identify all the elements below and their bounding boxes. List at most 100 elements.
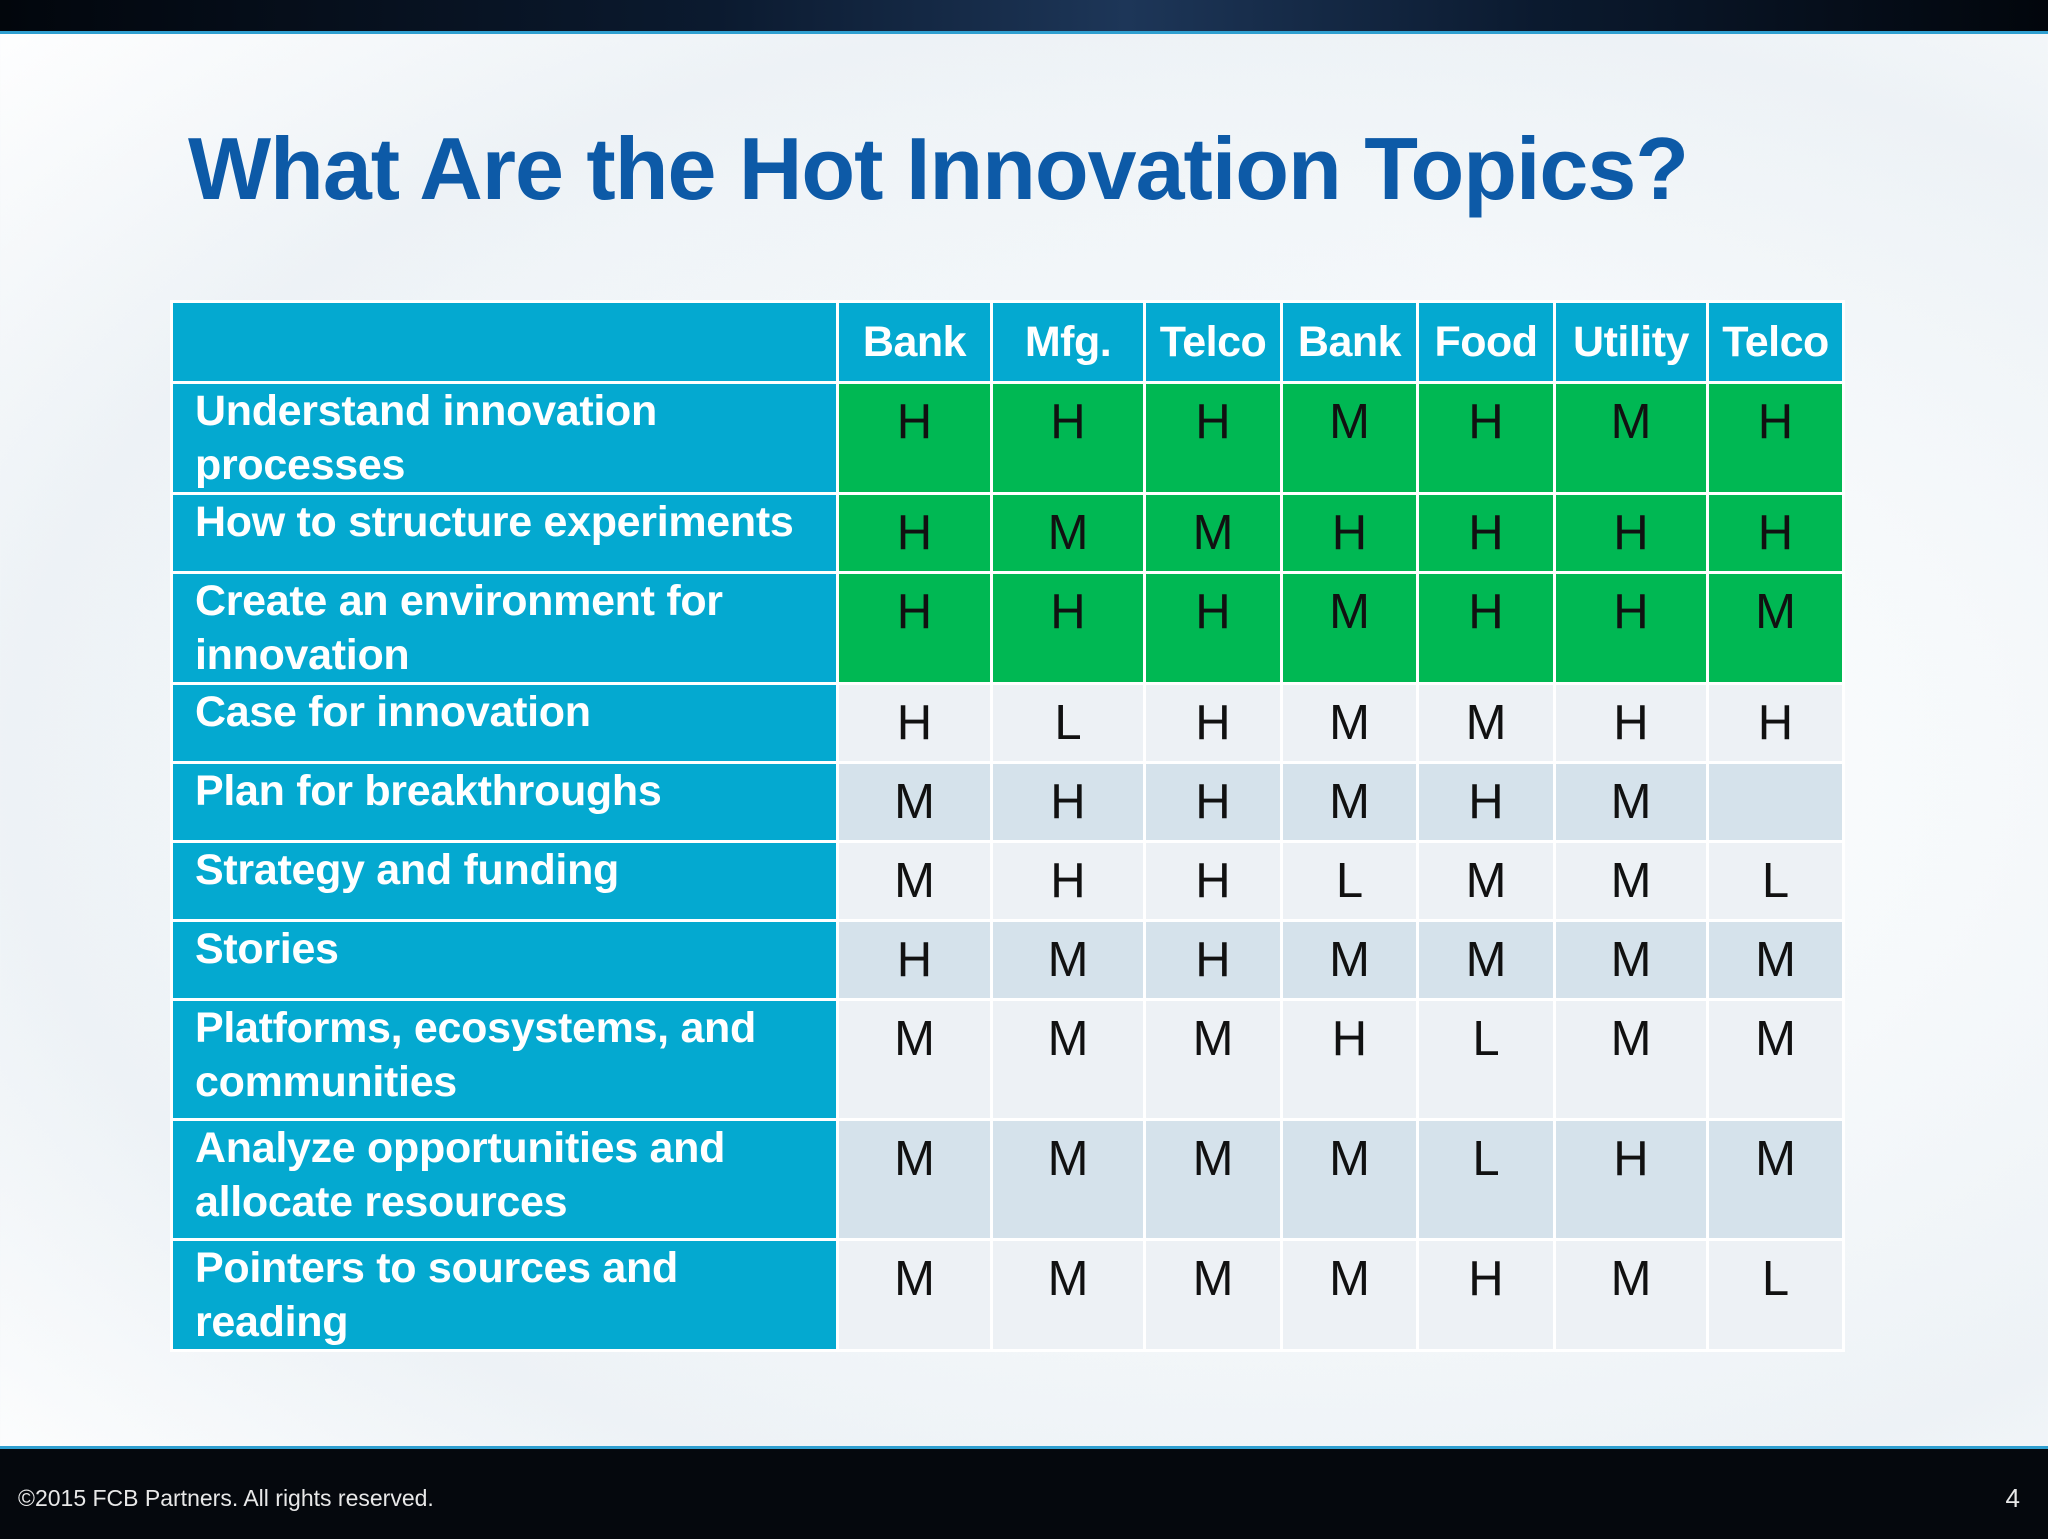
- value-cell: [1706, 761, 1845, 843]
- table-row: Pointers to sources and reading M M M M …: [170, 1238, 1845, 1352]
- table-row: Case for innovation H L H M M H H: [170, 682, 1845, 764]
- value-cell: M: [1553, 761, 1709, 843]
- value-cell: H: [836, 492, 993, 574]
- value-cell: H: [1416, 381, 1556, 495]
- value-cell: L: [990, 682, 1146, 764]
- value-cell: L: [1280, 840, 1419, 922]
- table-row: Plan for breakthroughs M H H M H M: [170, 761, 1845, 843]
- value-cell: M: [836, 998, 993, 1121]
- topic-cell: Pointers to sources and reading: [170, 1238, 839, 1352]
- topic-cell: Case for innovation: [170, 682, 839, 764]
- value-cell: H: [1143, 761, 1283, 843]
- value-cell: L: [1416, 1118, 1556, 1241]
- value-cell: H: [1553, 1118, 1709, 1241]
- value-cell: M: [836, 1238, 993, 1352]
- value-cell: H: [1553, 571, 1709, 685]
- column-header-3: Telco: [1143, 300, 1283, 384]
- value-cell: M: [1280, 761, 1419, 843]
- value-cell: H: [1553, 492, 1709, 574]
- value-cell: M: [990, 1238, 1146, 1352]
- value-cell: M: [1706, 919, 1845, 1001]
- column-header-5: Food: [1416, 300, 1556, 384]
- value-cell: H: [836, 919, 993, 1001]
- value-cell: M: [1706, 1118, 1845, 1241]
- topic-cell: Understand innovation processes: [170, 381, 839, 495]
- value-cell: M: [1553, 840, 1709, 922]
- value-cell: M: [836, 761, 993, 843]
- value-cell: L: [1416, 998, 1556, 1121]
- top-bar: [0, 0, 2048, 34]
- copyright-text: ©2015 FCB Partners. All rights reserved.: [18, 1485, 434, 1511]
- table-row: Understand innovation processes H H H M …: [170, 381, 1845, 495]
- value-cell: H: [1143, 381, 1283, 495]
- topic-cell: Strategy and funding: [170, 840, 839, 922]
- value-cell: M: [1280, 919, 1419, 1001]
- value-cell: M: [836, 840, 993, 922]
- topic-cell: Analyze opportunities and allocate resou…: [170, 1118, 839, 1241]
- page-number: 4: [2005, 1483, 2020, 1513]
- table-row: Create an environment for innovation H H…: [170, 571, 1845, 685]
- value-cell: M: [1143, 1238, 1283, 1352]
- topic-cell: Plan for breakthroughs: [170, 761, 839, 843]
- value-cell: M: [1416, 682, 1556, 764]
- value-cell: L: [1706, 840, 1845, 922]
- column-header-6: Utility: [1553, 300, 1709, 384]
- value-cell: H: [1416, 761, 1556, 843]
- value-cell: H: [1143, 682, 1283, 764]
- value-cell: M: [1143, 998, 1283, 1121]
- value-cell: M: [1553, 1238, 1709, 1352]
- value-cell: M: [1143, 1118, 1283, 1241]
- column-header-4: Bank: [1280, 300, 1419, 384]
- value-cell: H: [990, 381, 1146, 495]
- value-cell: H: [836, 381, 993, 495]
- column-header-1: Bank: [836, 300, 993, 384]
- value-cell: H: [1706, 492, 1845, 574]
- value-cell: H: [1416, 492, 1556, 574]
- value-cell: M: [990, 919, 1146, 1001]
- value-cell: M: [1416, 919, 1556, 1001]
- table-row: Strategy and funding M H H L M M L: [170, 840, 1845, 922]
- value-cell: M: [1416, 840, 1556, 922]
- value-cell: M: [1706, 571, 1845, 685]
- value-cell: H: [1143, 571, 1283, 685]
- value-cell: H: [1143, 919, 1283, 1001]
- topic-cell: Stories: [170, 919, 839, 1001]
- value-cell: H: [1706, 682, 1845, 764]
- value-cell: H: [1280, 492, 1419, 574]
- value-cell: H: [836, 571, 993, 685]
- value-cell: M: [1280, 571, 1419, 685]
- value-cell: H: [1706, 381, 1845, 495]
- value-cell: H: [1416, 1238, 1556, 1352]
- value-cell: H: [1553, 682, 1709, 764]
- value-cell: M: [990, 998, 1146, 1121]
- header-corner-cell: [170, 300, 839, 384]
- value-cell: M: [1280, 1238, 1419, 1352]
- value-cell: H: [990, 571, 1146, 685]
- value-cell: M: [1553, 919, 1709, 1001]
- value-cell: H: [990, 761, 1146, 843]
- value-cell: H: [1416, 571, 1556, 685]
- value-cell: M: [1280, 1118, 1419, 1241]
- topic-cell: Create an environment for innovation: [170, 571, 839, 685]
- value-cell: M: [1280, 381, 1419, 495]
- value-cell: H: [990, 840, 1146, 922]
- value-cell: M: [1553, 381, 1709, 495]
- value-cell: M: [1143, 492, 1283, 574]
- table-row: How to structure experiments H M M H H H…: [170, 492, 1845, 574]
- value-cell: M: [1706, 998, 1845, 1121]
- topics-table: Bank Mfg. Telco Bank Food Utility Telco …: [170, 300, 1845, 1352]
- value-cell: M: [836, 1118, 993, 1241]
- footer-bar: ©2015 FCB Partners. All rights reserved.…: [0, 1446, 2048, 1539]
- column-header-7: Telco: [1706, 300, 1845, 384]
- value-cell: H: [836, 682, 993, 764]
- value-cell: H: [1143, 840, 1283, 922]
- value-cell: M: [1553, 998, 1709, 1121]
- slide-title: What Are the Hot Innovation Topics?: [188, 119, 1689, 218]
- value-cell: M: [1280, 682, 1419, 764]
- topic-cell: Platforms, ecosystems, and communities: [170, 998, 839, 1121]
- value-cell: M: [990, 492, 1146, 574]
- value-cell: L: [1706, 1238, 1845, 1352]
- value-cell: M: [990, 1118, 1146, 1241]
- column-header-2: Mfg.: [990, 300, 1146, 384]
- table-row: Analyze opportunities and allocate resou…: [170, 1118, 1845, 1241]
